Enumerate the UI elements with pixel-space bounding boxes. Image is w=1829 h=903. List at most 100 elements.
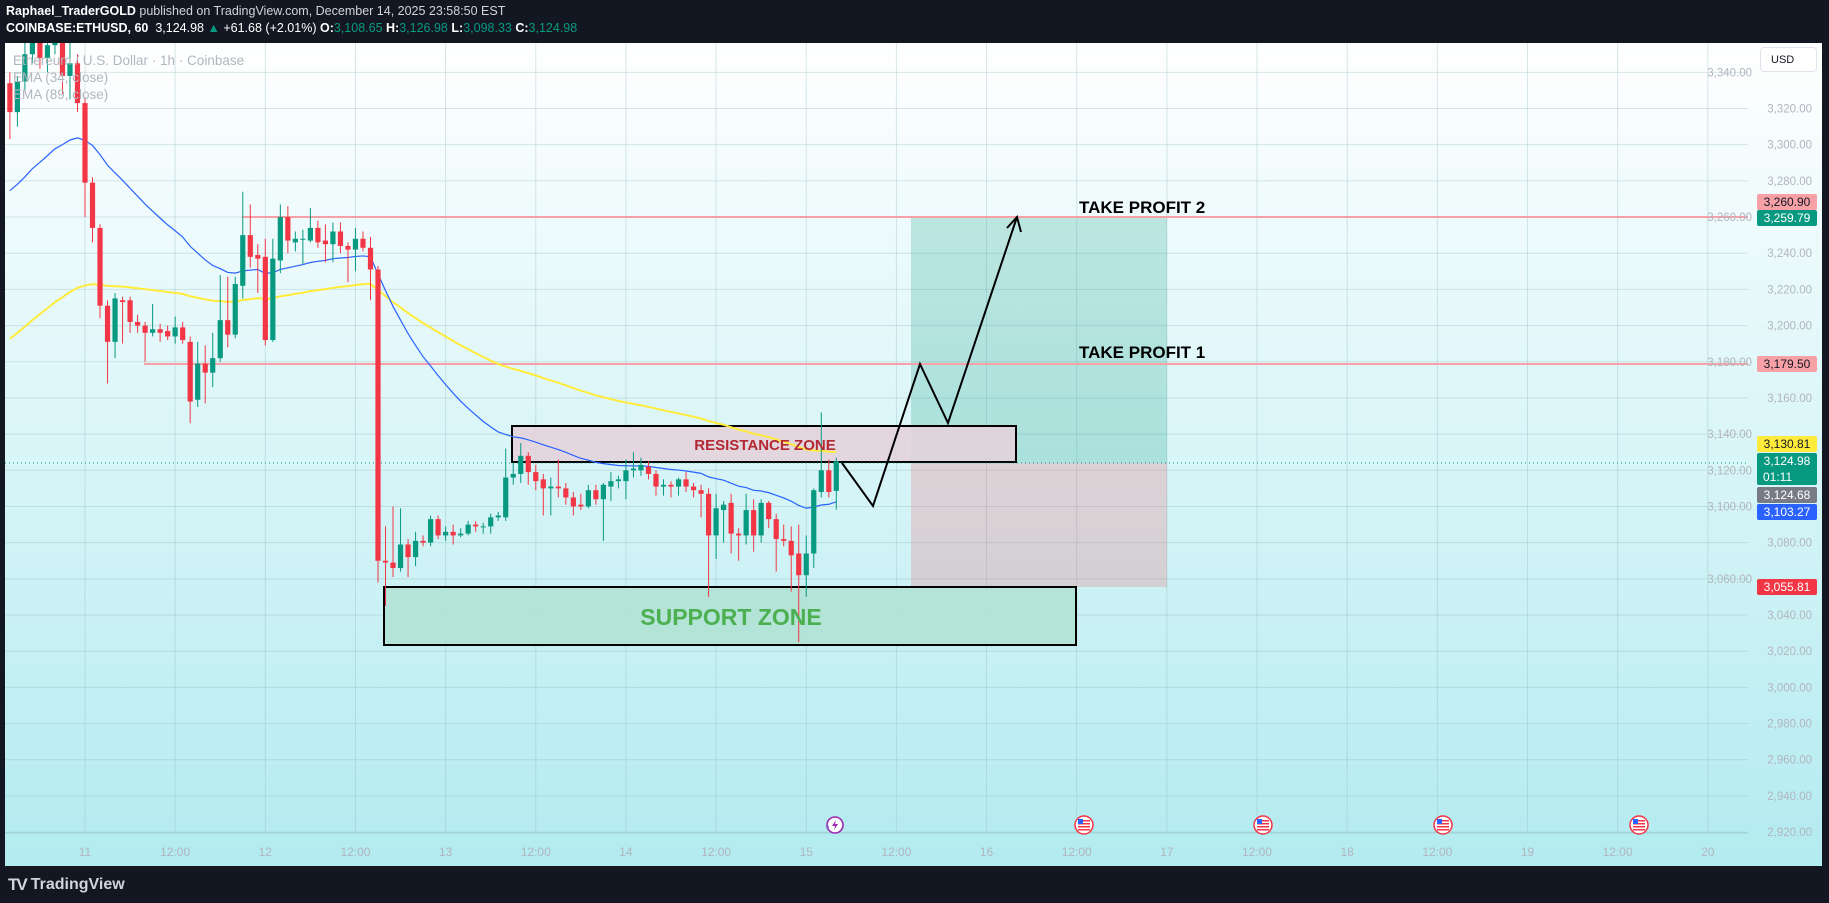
candle-body [360, 238, 366, 248]
candle-body [217, 320, 223, 359]
us-flag-icon[interactable] [1433, 815, 1453, 835]
candle [570, 492, 576, 516]
candle [518, 443, 524, 483]
candle-body [337, 231, 344, 246]
us-flag-icon[interactable] [1074, 815, 1094, 835]
position-profit-area[interactable] [911, 218, 1167, 463]
candle-body [638, 464, 644, 471]
candle [142, 321, 148, 362]
currency-button[interactable]: USD [1760, 47, 1817, 72]
ema-34-legend[interactable]: EMA (34, close) [13, 70, 109, 85]
us-flag-icon[interactable] [1253, 815, 1273, 835]
resistance-zone[interactable] [511, 425, 1017, 463]
candle-body [412, 540, 419, 558]
time-tick-label: 15 [800, 845, 814, 859]
time-tick-label: 14 [619, 845, 633, 859]
publish-info: published on TradingView.com, December 1… [139, 4, 506, 18]
candle [59, 43, 66, 95]
time-tick-label: 11 [79, 845, 92, 859]
candle [668, 481, 674, 498]
price-tick-label: 3,240.00 [1767, 248, 1812, 260]
candle-body [766, 502, 772, 520]
candle [645, 461, 652, 480]
candle-body [518, 455, 524, 474]
ema-89-legend[interactable]: EMA (89, close) [13, 87, 109, 102]
support-zone[interactable] [383, 586, 1077, 646]
candle [22, 43, 28, 91]
lightning-event-icon[interactable] [826, 816, 844, 834]
candle [503, 448, 509, 521]
price-tick-label: 3,060.00 [1707, 574, 1752, 586]
candle [134, 314, 141, 333]
price-axis[interactable]: 3,340.00 3,320.00 3,300.00 3,280.00 3,260.00… [1707, 67, 1812, 839]
candle [172, 316, 178, 344]
price-change: +61.68 (+2.01%) [223, 21, 317, 35]
candle [803, 535, 809, 597]
candle-body [142, 325, 148, 333]
candle [555, 459, 561, 498]
close-value: 3,124.98 [528, 21, 578, 35]
candle-body [683, 479, 689, 487]
tradingview-logo[interactable]: TV TradingView [8, 875, 125, 895]
candle [495, 511, 501, 521]
candle-body [811, 490, 817, 554]
author-name[interactable]: Raphael_TraderGOLD [6, 4, 136, 18]
candle [788, 526, 794, 592]
candle [390, 506, 396, 578]
candle-body [608, 481, 614, 487]
time-tick-label: 12:00 [701, 845, 731, 859]
candle [818, 412, 824, 498]
symbol-legend[interactable]: Ethereum / U.S. Dollar · 1h · Coinbase [13, 53, 245, 68]
bar-countdown: 01:11 [1763, 470, 1793, 484]
candle-body [375, 269, 381, 561]
candle [443, 526, 449, 541]
arrowhead-icon [1006, 214, 1022, 233]
candle [578, 493, 584, 511]
candle-body [157, 329, 163, 333]
candle [104, 300, 111, 384]
candle [623, 459, 629, 500]
candle [127, 296, 133, 333]
tradingview-logo-icon: TV [8, 875, 28, 894]
candle-body [690, 486, 697, 491]
ema-34-line[interactable] [9, 137, 837, 509]
candle-body [202, 363, 208, 373]
candle [210, 332, 216, 388]
time-axis[interactable]: 11 12:00 12 12:00 13 12:00 14 12:00 15 12:00 16 12:… [79, 845, 1715, 859]
candle-body [788, 540, 794, 556]
time-tick-label: 12 [259, 845, 273, 859]
price-badge-value: 3,124.68 [1763, 488, 1811, 502]
price-badge-value: 3,260.90 [1763, 195, 1811, 209]
time-tick-label: 17 [1160, 845, 1174, 859]
candle [638, 457, 644, 476]
candle-body [548, 486, 554, 489]
candle [225, 276, 231, 348]
position-loss-area[interactable] [911, 463, 1167, 587]
candle [397, 508, 404, 572]
price-tick-label: 3,000.00 [1767, 682, 1812, 694]
price-tick-label: 3,300.00 [1767, 140, 1812, 152]
projection-arrow[interactable] [841, 216, 1018, 509]
price-tick-label: 2,940.00 [1767, 791, 1812, 803]
price-badge: 3,124.68 [1757, 487, 1817, 503]
candle-body [382, 560, 389, 563]
candle-body [89, 182, 96, 228]
candle-body [247, 235, 253, 257]
candle-body [728, 502, 734, 534]
price-tick-label: 3,320.00 [1767, 104, 1812, 116]
us-flag-icon[interactable] [1629, 815, 1649, 835]
time-tick-label: 18 [1341, 845, 1355, 859]
candle-body [210, 358, 216, 373]
price-tick-label: 3,040.00 [1767, 610, 1812, 622]
candle-body [698, 490, 704, 494]
ema-89-line[interactable] [9, 282, 837, 453]
publish-header: Raphael_TraderGOLD published on TradingV… [0, 0, 1829, 43]
candle [833, 457, 839, 510]
time-tick-label: 12:00 [340, 845, 370, 859]
time-tick-label: 19 [1521, 845, 1535, 859]
candle [7, 72, 13, 140]
candle-body [615, 479, 622, 482]
candle [157, 323, 163, 342]
price-tick-label: 2,980.00 [1767, 719, 1812, 731]
